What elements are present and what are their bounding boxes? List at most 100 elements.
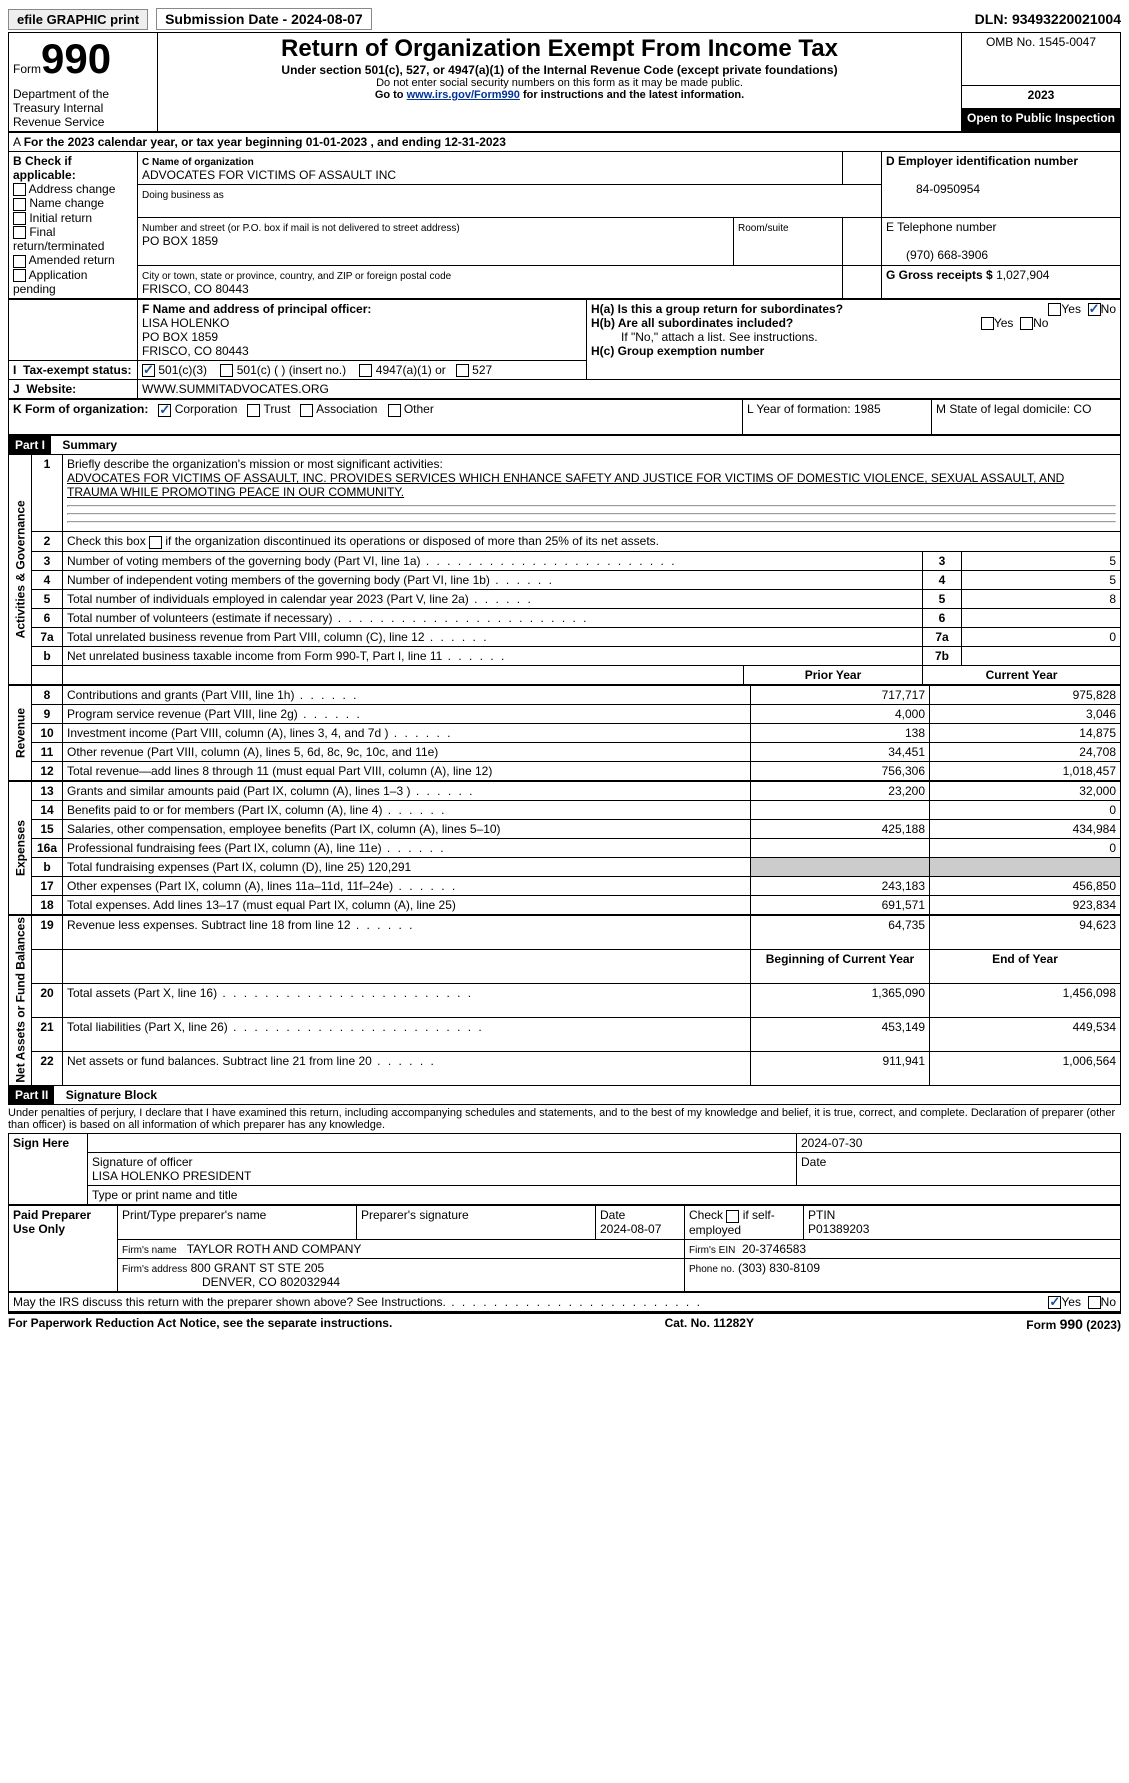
state-domicile: M State of legal domicile: CO [932, 400, 1121, 435]
g-label: G Gross receipts $ [886, 268, 993, 282]
irs-link[interactable]: www.irs.gov/Form990 [407, 89, 520, 101]
firm-name: TAYLOR ROTH AND COMPANY [187, 1242, 362, 1256]
part2-header: Part II [9, 1086, 54, 1104]
part1-header: Part I [9, 436, 51, 454]
val-3: 5 [962, 551, 1121, 570]
discuss-yes[interactable] [1048, 1296, 1061, 1309]
cb-assoc[interactable] [300, 404, 313, 417]
room-label: Room/suite [738, 223, 789, 234]
cb-501c3[interactable] [142, 364, 155, 377]
open-inspection: Open to Public Inspection [962, 108, 1121, 131]
ha-no[interactable] [1088, 303, 1101, 316]
cb-527[interactable] [456, 364, 469, 377]
section-rev: Revenue [9, 685, 32, 780]
addr-label: Number and street (or P.O. box if mail i… [142, 223, 460, 234]
dept: Department of the Treasury Internal Reve… [9, 85, 158, 132]
form-990: 990 [41, 35, 111, 82]
c-label: C Name of organization [142, 157, 254, 168]
cb-self-emp[interactable] [726, 1210, 739, 1223]
subtitle-2: Do not enter social security numbers on … [162, 77, 957, 89]
section-exp: Expenses [9, 781, 32, 914]
form-word: Form [13, 62, 41, 76]
cb-4947[interactable] [359, 364, 372, 377]
form-title: Return of Organization Exempt From Incom… [162, 35, 957, 63]
firm-addr1: 800 GRANT ST STE 205 [191, 1261, 325, 1275]
ha-label: H(a) Is this a group return for subordin… [591, 302, 843, 316]
hb-yes[interactable] [981, 317, 994, 330]
footer-left: For Paperwork Reduction Act Notice, see … [8, 1316, 392, 1332]
street-address: PO BOX 1859 [142, 234, 218, 248]
checkbox-app-pending[interactable] [13, 269, 26, 282]
j-label: Website: [26, 382, 76, 396]
d-label: D Employer identification number [886, 154, 1078, 168]
submission-date: Submission Date - 2024-08-07 [156, 8, 372, 30]
col-end: End of Year [930, 949, 1121, 983]
website: WWW.SUMMITADVOCATES.ORG [142, 382, 329, 396]
checkbox-address-change[interactable] [13, 183, 26, 196]
checkbox-amended[interactable] [13, 255, 26, 268]
i-label: Tax-exempt status: [23, 363, 131, 377]
section-ag: Activities & Governance [9, 455, 32, 684]
val-6 [962, 608, 1121, 627]
f-label: F Name and address of principal officer: [142, 302, 371, 316]
hb-label: H(b) Are all subordinates included? [591, 316, 793, 330]
cb-corp[interactable] [158, 404, 171, 417]
officer-addr1: PO BOX 1859 [142, 330, 218, 344]
firm-ein: 20-3746583 [742, 1242, 806, 1256]
ptin: P01389203 [808, 1222, 869, 1236]
section-b: B Check if applicable: Address change Na… [9, 152, 138, 299]
k-label: K Form of organization: [13, 402, 148, 416]
ein: 84-0950954 [886, 182, 980, 196]
officer-name: LISA HOLENKO [142, 316, 229, 330]
efile-button[interactable]: efile GRAPHIC print [8, 9, 148, 30]
section-net: Net Assets or Fund Balances [9, 915, 32, 1086]
city-label: City or town, state or province, country… [142, 271, 451, 282]
mission-text: ADVOCATES FOR VICTIMS OF ASSAULT, INC. P… [67, 471, 1064, 499]
l1-label: Briefly describe the organization's miss… [67, 457, 443, 471]
val-5: 8 [962, 589, 1121, 608]
footer-right: Form 990 (2023) [1026, 1316, 1121, 1332]
val-4: 5 [962, 570, 1121, 589]
checkbox-name-change[interactable] [13, 198, 26, 211]
part2-title: Signature Block [58, 1088, 157, 1102]
part1-title: Summary [54, 438, 117, 452]
org-name: ADVOCATES FOR VICTIMS OF ASSAULT INC [142, 168, 396, 182]
tax-year: 2023 [962, 85, 1121, 108]
hb-note: If "No," attach a list. See instructions… [591, 330, 818, 344]
checkbox-initial-return[interactable] [13, 212, 26, 225]
hb-no[interactable] [1020, 317, 1033, 330]
omb: OMB No. 1545-0047 [962, 33, 1121, 86]
paid-preparer: Paid Preparer Use Only [9, 1206, 118, 1291]
val-7b [962, 646, 1121, 665]
dba-label: Doing business as [142, 190, 224, 201]
col-current: Current Year [923, 665, 1121, 684]
cb-501c[interactable] [220, 364, 233, 377]
dln: DLN: 93493220021004 [975, 11, 1121, 27]
e-label: E Telephone number [886, 220, 997, 234]
footer-mid: Cat. No. 11282Y [665, 1316, 754, 1332]
val-7a: 0 [962, 627, 1121, 646]
gross-receipts: 1,027,904 [996, 268, 1049, 282]
year-formation: L Year of formation: 1985 [743, 400, 932, 435]
phone: (970) 668-3906 [886, 248, 988, 262]
officer-addr2: FRISCO, CO 80443 [142, 344, 249, 358]
subtitle-3: Go to www.irs.gov/Form990 for instructio… [162, 89, 957, 101]
hc-label: H(c) Group exemption number [591, 344, 764, 358]
footer: For Paperwork Reduction Act Notice, see … [8, 1312, 1121, 1332]
l2: Check this box if the organization disco… [63, 532, 1121, 551]
checkbox-final-return[interactable] [13, 226, 26, 239]
top-bar: efile GRAPHIC print Submission Date - 20… [8, 8, 1121, 30]
officer-sig-name: LISA HOLENKO PRESIDENT [92, 1169, 251, 1183]
cb-trust[interactable] [247, 404, 260, 417]
cb-discontinued[interactable] [149, 536, 162, 549]
col-prior: Prior Year [744, 665, 923, 684]
declaration: Under penalties of perjury, I declare th… [8, 1105, 1121, 1133]
ha-yes[interactable] [1048, 303, 1061, 316]
tax-year-line: A For the 2023 calendar year, or tax yea… [9, 133, 1121, 152]
city: FRISCO, CO 80443 [142, 282, 249, 296]
discuss-label: May the IRS discuss this return with the… [13, 1295, 446, 1309]
discuss-no[interactable] [1088, 1296, 1101, 1309]
subtitle-1: Under section 501(c), 527, or 4947(a)(1)… [162, 63, 957, 77]
sign-here: Sign Here [9, 1134, 88, 1205]
cb-other[interactable] [388, 404, 401, 417]
